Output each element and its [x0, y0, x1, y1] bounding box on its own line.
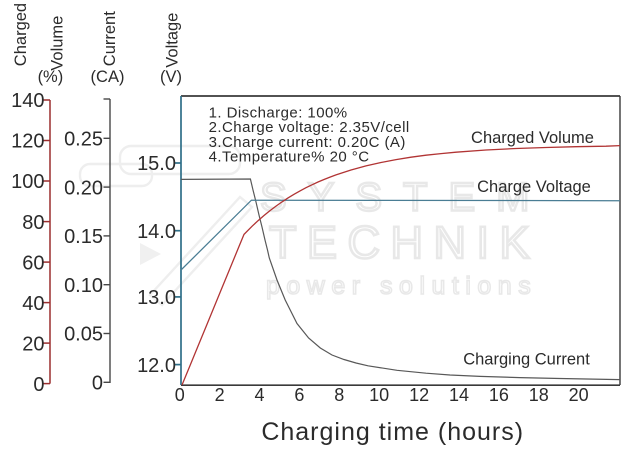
svg-text:100: 100 [11, 171, 44, 193]
svg-text:4.Temperature% 20 °C: 4.Temperature% 20 °C [209, 149, 370, 166]
svg-text:80: 80 [22, 212, 44, 234]
svg-text:0: 0 [175, 385, 185, 405]
svg-text:0.25: 0.25 [64, 129, 103, 151]
svg-text:0.05: 0.05 [64, 324, 103, 346]
svg-text:14.0: 14.0 [137, 221, 176, 243]
svg-text:0.20: 0.20 [64, 177, 103, 199]
svg-text:SYSTEM: SYSTEM [260, 176, 550, 220]
svg-text:20: 20 [569, 385, 589, 405]
svg-text:0.10: 0.10 [64, 275, 103, 297]
svg-text:6: 6 [294, 385, 304, 405]
svg-text:Volume: Volume [49, 16, 67, 71]
svg-text:8: 8 [334, 385, 344, 405]
svg-text:2.Charge voltage: 2.35V/cell: 2.Charge voltage: 2.35V/cell [209, 119, 410, 136]
svg-text:Charge Voltage: Charge Voltage [477, 178, 591, 196]
svg-text:1. Discharge: 100%: 1. Discharge: 100% [209, 105, 348, 122]
svg-text:120: 120 [11, 131, 44, 153]
svg-text:10: 10 [369, 385, 389, 405]
svg-text:Charging time (hours): Charging time (hours) [261, 418, 524, 446]
svg-text:Voltage: Voltage [164, 13, 182, 68]
svg-text:18: 18 [529, 385, 549, 405]
svg-text:(V): (V) [160, 68, 182, 86]
svg-text:0: 0 [92, 373, 103, 395]
svg-text:Charging Current: Charging Current [463, 351, 590, 369]
svg-text:12: 12 [409, 385, 429, 405]
svg-text:0.15: 0.15 [64, 226, 103, 248]
svg-text:15.0: 15.0 [137, 153, 176, 175]
svg-text:Current: Current [101, 11, 119, 66]
svg-text:60: 60 [22, 252, 44, 274]
svg-text:13.0: 13.0 [137, 287, 176, 309]
svg-text:16: 16 [489, 385, 509, 405]
svg-text:4: 4 [254, 385, 264, 405]
svg-text:14: 14 [449, 385, 469, 405]
svg-text:Charged Volume: Charged Volume [471, 129, 594, 147]
svg-text:2: 2 [215, 385, 225, 405]
svg-text:140: 140 [11, 90, 44, 112]
svg-text:power solutions: power solutions [266, 272, 537, 300]
svg-text:3.Charge current: 0.20C (A): 3.Charge current: 0.20C (A) [209, 134, 406, 151]
svg-text:12.0: 12.0 [137, 355, 176, 377]
svg-text:Charged: Charged [12, 3, 30, 66]
svg-text:40: 40 [22, 293, 44, 315]
svg-text:0: 0 [33, 374, 44, 396]
svg-text:TECHNIK: TECHNIK [269, 217, 540, 268]
svg-text:(CA): (CA) [91, 68, 125, 86]
svg-text:(%): (%) [38, 68, 64, 86]
svg-text:20: 20 [22, 333, 44, 355]
